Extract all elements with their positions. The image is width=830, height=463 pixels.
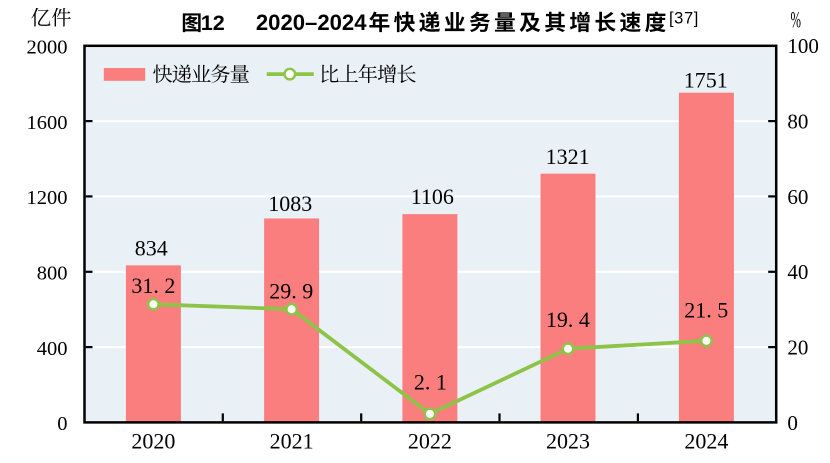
svg-text:1321: 1321	[546, 144, 590, 169]
svg-text:1200: 1200	[27, 187, 68, 209]
svg-text:80: 80	[787, 110, 808, 134]
svg-text:2023: 2023	[546, 428, 590, 453]
svg-text:20: 20	[787, 336, 808, 360]
svg-text:40: 40	[787, 260, 808, 284]
svg-text:21. 5: 21. 5	[684, 298, 728, 323]
svg-text:2. 1: 2. 1	[414, 369, 447, 394]
svg-text:29. 9: 29. 9	[269, 279, 313, 304]
svg-text:[37]: [37]	[669, 9, 699, 27]
svg-text:12: 12	[201, 10, 225, 35]
svg-text:2020–2024: 2020–2024	[256, 10, 367, 35]
svg-text:100: 100	[787, 34, 819, 58]
svg-text:800: 800	[37, 263, 68, 285]
svg-text:%: %	[791, 8, 802, 33]
svg-text:60: 60	[787, 185, 808, 209]
svg-text:19. 4: 19. 4	[546, 307, 590, 332]
svg-text:400: 400	[37, 338, 68, 360]
svg-text:2021: 2021	[270, 428, 314, 453]
svg-text:2020: 2020	[131, 428, 175, 453]
svg-text:1106: 1106	[411, 184, 454, 209]
svg-text:1083: 1083	[268, 191, 312, 216]
svg-text:0: 0	[57, 413, 67, 435]
svg-text:834: 834	[135, 236, 168, 261]
svg-text:2022: 2022	[408, 428, 452, 453]
svg-text:0: 0	[787, 411, 798, 435]
svg-text:31. 2: 31. 2	[131, 273, 175, 298]
svg-text:2024: 2024	[684, 428, 728, 453]
svg-text:2000: 2000	[27, 37, 68, 59]
svg-text:1600: 1600	[27, 112, 68, 134]
svg-text:1751: 1751	[684, 68, 728, 93]
